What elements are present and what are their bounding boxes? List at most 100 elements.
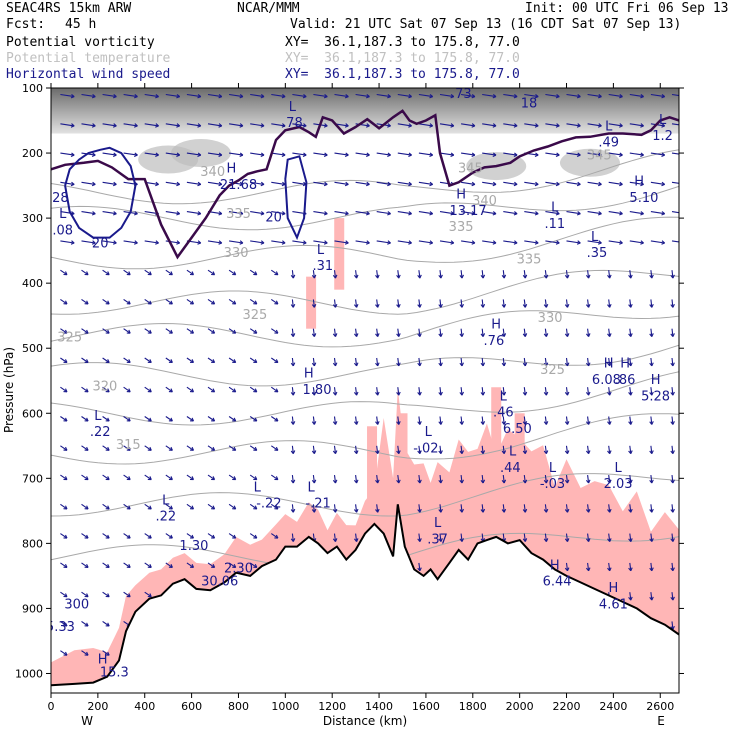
wind-arrow-head bbox=[274, 417, 279, 422]
wind-arrow-head bbox=[112, 240, 117, 245]
wind-arrow-head bbox=[471, 211, 476, 216]
wind-arrow-head bbox=[323, 93, 328, 99]
wind-arrow bbox=[249, 298, 258, 305]
wind-arrow-head bbox=[91, 181, 96, 187]
wind-arrow-head bbox=[480, 421, 486, 425]
wind-arrow bbox=[544, 533, 547, 542]
wind-arrow-head bbox=[387, 152, 391, 158]
wind-arrow-head bbox=[332, 303, 338, 308]
wind-arrow bbox=[629, 504, 632, 513]
wind-arrow bbox=[186, 328, 194, 334]
wind-arrow bbox=[376, 445, 379, 454]
wind-arrow bbox=[249, 269, 258, 276]
wind-arrow bbox=[292, 93, 307, 98]
wind-arrow bbox=[439, 533, 442, 542]
wind-arrow bbox=[650, 504, 653, 513]
wind-arrow bbox=[439, 211, 454, 215]
wind-arrow-head bbox=[543, 303, 549, 308]
wind-arrow-head bbox=[176, 181, 181, 187]
wind-arrow-head bbox=[619, 123, 623, 128]
wind-arrow bbox=[439, 475, 442, 484]
wind-arrow bbox=[102, 416, 110, 422]
wind-extremum-label: H bbox=[604, 357, 614, 372]
wind-extremum-label: H bbox=[620, 357, 630, 372]
wind-arrow bbox=[502, 328, 505, 337]
wind-arrow-head bbox=[302, 240, 307, 245]
wind-arrow-head bbox=[197, 123, 202, 128]
wind-arrow-head bbox=[543, 538, 549, 542]
wind-arrow-head bbox=[387, 240, 391, 245]
wind-arrow-head bbox=[147, 388, 152, 393]
wind-arrow-head bbox=[302, 152, 307, 158]
wind-arrow-head bbox=[450, 123, 455, 128]
wind-arrow bbox=[523, 270, 526, 279]
wind-arrow-head bbox=[332, 391, 338, 396]
wind-arrow-head bbox=[459, 479, 464, 484]
wind-extremum-label: .31 bbox=[312, 259, 333, 274]
wind-arrow-head bbox=[155, 152, 159, 158]
wind-arrow bbox=[312, 328, 315, 337]
wind-arrow-head bbox=[417, 479, 422, 484]
wind-arrow-head bbox=[105, 359, 110, 364]
wind-arrow bbox=[144, 357, 152, 363]
wind-arrow-head bbox=[105, 417, 110, 422]
wind-extremum-label: -.21 bbox=[305, 497, 330, 512]
wind-arrow-head bbox=[211, 329, 216, 334]
wind-arrow-head bbox=[492, 93, 497, 99]
wind-arrow bbox=[544, 328, 547, 337]
wind-arrow bbox=[545, 181, 560, 185]
wind-arrow-head bbox=[522, 391, 528, 396]
wind-arrow bbox=[123, 123, 138, 127]
wind-arrow bbox=[229, 93, 243, 98]
wind-arrow-head bbox=[670, 391, 675, 396]
wind-arrow-head bbox=[176, 211, 181, 216]
wind-arrow bbox=[629, 181, 644, 185]
wind-arrow bbox=[60, 93, 75, 98]
wind-arrow-head bbox=[607, 508, 612, 513]
wind-arrow-head bbox=[417, 538, 422, 542]
wind-arrow-head bbox=[105, 505, 110, 510]
wind-arrow bbox=[418, 123, 433, 127]
legend-theta-name: Potential temperature bbox=[6, 51, 171, 66]
wind-arrow-head bbox=[450, 240, 455, 245]
y-tick-label: 300 bbox=[22, 212, 43, 225]
wind-arrow-head bbox=[168, 446, 173, 451]
wind-arrow bbox=[207, 474, 215, 481]
wind-arrow bbox=[439, 387, 442, 396]
wind-arrow bbox=[207, 240, 222, 244]
wind-arrow bbox=[376, 387, 379, 396]
wind-arrow-head bbox=[290, 303, 296, 308]
wind-extremum-label: 4.61 bbox=[599, 597, 628, 612]
wind-arrow bbox=[81, 181, 96, 185]
wind-arrow-head bbox=[133, 240, 138, 245]
wind-arrow bbox=[503, 181, 518, 185]
wind-extremum-label: L bbox=[162, 493, 170, 508]
wind-arrow-head bbox=[365, 152, 370, 158]
wind-arrow-head bbox=[232, 417, 237, 422]
wind-arrow-head bbox=[396, 274, 401, 279]
legend-pv-xy: XY= 36.1,187.3 to 175.8, 77.0 bbox=[285, 35, 520, 50]
wind-arrow bbox=[81, 562, 89, 568]
x-tick-label: 1600 bbox=[412, 700, 440, 713]
wind-arrow-head bbox=[429, 181, 434, 187]
wind-arrow bbox=[376, 475, 379, 484]
wind-arrow-head bbox=[91, 240, 96, 245]
wind-extremum-label: -.22 bbox=[256, 497, 281, 512]
wind-arrow bbox=[629, 270, 632, 279]
wind-arrow bbox=[165, 357, 173, 363]
positive-pv-column bbox=[397, 413, 408, 531]
wind-arrow bbox=[629, 357, 632, 366]
theta-label: 330 bbox=[224, 246, 249, 261]
wind-arrow-head bbox=[323, 240, 328, 245]
wind-arrow bbox=[671, 562, 674, 571]
wind-arrow bbox=[250, 211, 265, 215]
wind-arrow bbox=[334, 211, 349, 215]
wind-arrow bbox=[481, 445, 484, 454]
wind-arrow bbox=[60, 650, 68, 656]
wind-arrow-head bbox=[168, 388, 173, 393]
wind-extremum-label: 2.03 bbox=[604, 477, 633, 492]
x-tick-label: 1000 bbox=[271, 700, 299, 713]
wind-arrow-head bbox=[63, 593, 68, 598]
x-tick-label: 2000 bbox=[506, 700, 534, 713]
wind-arrow bbox=[144, 123, 159, 127]
